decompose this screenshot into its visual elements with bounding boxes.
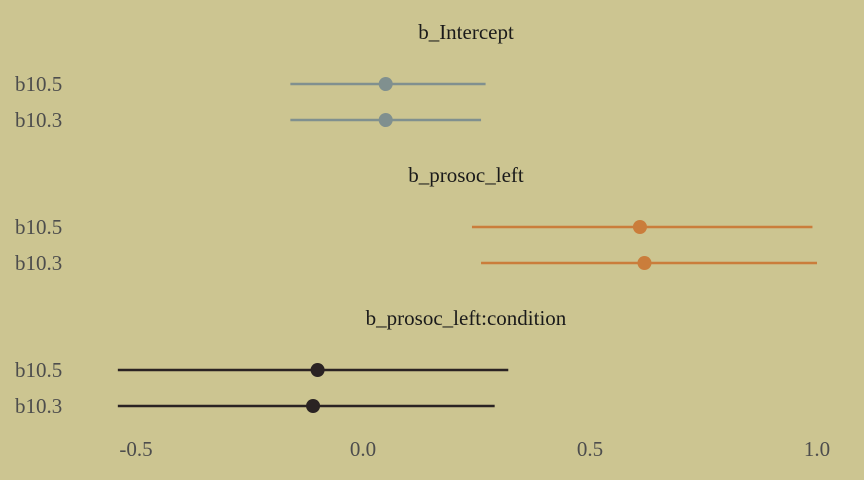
x-tick-label: 0.0 [350, 437, 376, 461]
estimate-point [378, 77, 393, 91]
estimate-point [637, 256, 652, 270]
x-tick-label: 0.5 [577, 437, 603, 461]
row-label: b10.3 [15, 394, 62, 418]
estimate-point [306, 399, 321, 413]
row-label: b10.5 [15, 358, 62, 382]
facet-title: b_prosoc_left:condition [366, 306, 567, 330]
estimate-point [310, 363, 325, 377]
facet-title: b_prosoc_left [408, 163, 524, 187]
row-label: b10.5 [15, 72, 62, 96]
row-label: b10.3 [15, 108, 62, 132]
facet-title: b_Intercept [418, 20, 514, 44]
estimate-point [632, 220, 647, 234]
estimate-point [378, 113, 393, 127]
x-tick-label: -0.5 [119, 437, 152, 461]
row-label: b10.3 [15, 251, 62, 275]
x-tick-label: 1.0 [804, 437, 830, 461]
row-label: b10.5 [15, 215, 62, 239]
